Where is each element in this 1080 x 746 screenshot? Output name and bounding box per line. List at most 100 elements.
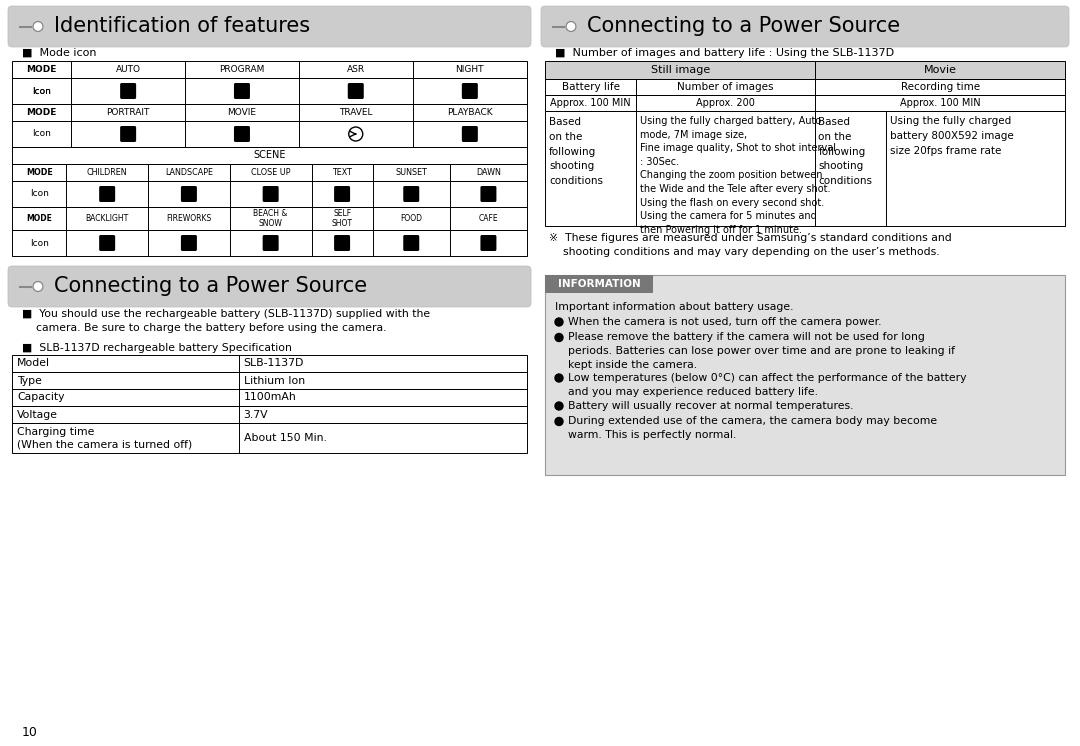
- FancyBboxPatch shape: [181, 235, 197, 251]
- Text: CLOSE UP: CLOSE UP: [251, 168, 291, 177]
- FancyBboxPatch shape: [99, 186, 116, 202]
- FancyBboxPatch shape: [8, 266, 531, 307]
- Bar: [12, 207, 527, 230]
- Bar: [545, 95, 1065, 111]
- FancyBboxPatch shape: [481, 186, 497, 202]
- Bar: [12, 372, 527, 389]
- Bar: [12, 423, 527, 453]
- Text: PLAYBACK: PLAYBACK: [447, 108, 492, 117]
- FancyBboxPatch shape: [181, 186, 197, 202]
- Text: About 150 Min.: About 150 Min.: [244, 433, 326, 443]
- Text: Type: Type: [17, 375, 42, 386]
- Bar: [12, 164, 527, 181]
- Circle shape: [33, 281, 43, 292]
- Circle shape: [566, 22, 576, 31]
- Text: MODE: MODE: [26, 108, 57, 117]
- Text: MODE: MODE: [26, 214, 52, 223]
- Text: CHILDREN: CHILDREN: [86, 168, 127, 177]
- Bar: [12, 147, 527, 164]
- Text: 1100mAh: 1100mAh: [244, 392, 296, 403]
- Text: CAFE: CAFE: [478, 214, 498, 223]
- Text: Approx. 100 MIN: Approx. 100 MIN: [550, 98, 631, 108]
- Text: Approx. 200: Approx. 200: [697, 98, 755, 108]
- Text: DAWN: DAWN: [476, 168, 501, 177]
- Text: When the camera is not used, turn off the camera power.: When the camera is not used, turn off th…: [568, 317, 881, 327]
- Text: Connecting to a Power Source: Connecting to a Power Source: [588, 16, 900, 37]
- Text: SCENE: SCENE: [253, 151, 286, 160]
- Bar: [12, 355, 527, 372]
- Text: NIGHT: NIGHT: [456, 65, 484, 74]
- Text: TRAVEL: TRAVEL: [339, 108, 373, 117]
- Bar: [12, 389, 527, 406]
- Circle shape: [555, 333, 563, 342]
- Text: Model: Model: [17, 359, 50, 369]
- Text: Please remove the battery if the camera will not be used for long
periods. Batte: Please remove the battery if the camera …: [568, 333, 955, 370]
- Text: ■  Mode icon: ■ Mode icon: [22, 48, 96, 58]
- Text: ※  These figures are measured under Samsung’s standard conditions and
    shooti: ※ These figures are measured under Samsu…: [549, 233, 951, 257]
- Text: SUNSET: SUNSET: [395, 168, 428, 177]
- Circle shape: [555, 402, 563, 410]
- Text: Using the fully charged battery, Auto
mode, 7M image size,
Fine image quality, S: Using the fully charged battery, Auto mo…: [640, 116, 836, 235]
- Bar: [545, 79, 1065, 95]
- Circle shape: [555, 318, 563, 326]
- Text: BACKLIGHT: BACKLIGHT: [85, 214, 129, 223]
- Text: FIREWORKS: FIREWORKS: [166, 214, 212, 223]
- Text: Battery will usually recover at normal temperatures.: Battery will usually recover at normal t…: [568, 401, 853, 411]
- Text: Capacity: Capacity: [17, 392, 65, 403]
- Text: LANDSCAPE: LANDSCAPE: [165, 168, 213, 177]
- FancyBboxPatch shape: [120, 83, 136, 99]
- Text: Number of images: Number of images: [677, 82, 774, 92]
- Text: SELF
SHOT: SELF SHOT: [332, 209, 352, 228]
- Text: FOOD: FOOD: [401, 214, 422, 223]
- Text: ASR: ASR: [347, 65, 365, 74]
- Text: ■  You should use the rechargeable battery (SLB-1137D) supplied with the
    cam: ■ You should use the rechargeable batter…: [22, 309, 430, 333]
- Text: Icon: Icon: [32, 87, 51, 95]
- Bar: [545, 275, 653, 293]
- FancyBboxPatch shape: [348, 83, 364, 99]
- Text: Icon: Icon: [32, 87, 51, 95]
- Text: Identification of features: Identification of features: [54, 16, 310, 37]
- FancyBboxPatch shape: [234, 83, 249, 99]
- Text: Movie: Movie: [923, 65, 957, 75]
- Bar: [12, 61, 527, 78]
- Circle shape: [33, 22, 43, 31]
- FancyBboxPatch shape: [234, 126, 249, 142]
- Text: MODE: MODE: [26, 65, 57, 74]
- Bar: [12, 78, 527, 104]
- Circle shape: [555, 374, 563, 382]
- Bar: [545, 111, 1065, 226]
- Text: Icon: Icon: [30, 239, 49, 248]
- Text: TEXT: TEXT: [333, 168, 352, 177]
- Bar: [545, 61, 1065, 79]
- FancyBboxPatch shape: [462, 83, 477, 99]
- Text: Icon: Icon: [32, 130, 51, 139]
- Text: Still image: Still image: [650, 65, 710, 75]
- Text: Using the fully charged
battery 800X592 image
size 20fps frame rate: Using the fully charged battery 800X592 …: [890, 116, 1013, 156]
- Text: 10: 10: [22, 726, 38, 739]
- Text: Lithium Ion: Lithium Ion: [244, 375, 305, 386]
- Bar: [12, 181, 527, 207]
- Text: During extended use of the camera, the camera body may become
warm. This is perf: During extended use of the camera, the c…: [568, 416, 937, 440]
- Bar: [12, 230, 527, 256]
- Text: Based
on the
following
shooting
conditions: Based on the following shooting conditio…: [819, 117, 873, 186]
- FancyBboxPatch shape: [334, 186, 350, 202]
- Text: MOVIE: MOVIE: [228, 108, 256, 117]
- Text: Charging time
(When the camera is turned off): Charging time (When the camera is turned…: [17, 427, 192, 449]
- Circle shape: [555, 418, 563, 425]
- Text: AUTO: AUTO: [116, 65, 140, 74]
- Text: Important information about battery usage.: Important information about battery usag…: [555, 302, 794, 312]
- FancyBboxPatch shape: [403, 186, 419, 202]
- Text: ■  SLB-1137D rechargeable battery Specification: ■ SLB-1137D rechargeable battery Specifi…: [22, 343, 292, 353]
- Text: 3.7V: 3.7V: [244, 410, 268, 419]
- Text: Icon: Icon: [30, 189, 49, 198]
- Text: Approx. 100 MIN: Approx. 100 MIN: [900, 98, 981, 108]
- Text: Low temperatures (below 0°C) can affect the performance of the battery
and you m: Low temperatures (below 0°C) can affect …: [568, 373, 967, 397]
- FancyBboxPatch shape: [262, 235, 279, 251]
- FancyBboxPatch shape: [120, 126, 136, 142]
- FancyBboxPatch shape: [541, 6, 1069, 47]
- FancyBboxPatch shape: [462, 126, 477, 142]
- Text: INFORMATION: INFORMATION: [557, 279, 640, 289]
- FancyBboxPatch shape: [99, 235, 116, 251]
- Text: SLB-1137D: SLB-1137D: [244, 359, 303, 369]
- Bar: [545, 275, 1065, 475]
